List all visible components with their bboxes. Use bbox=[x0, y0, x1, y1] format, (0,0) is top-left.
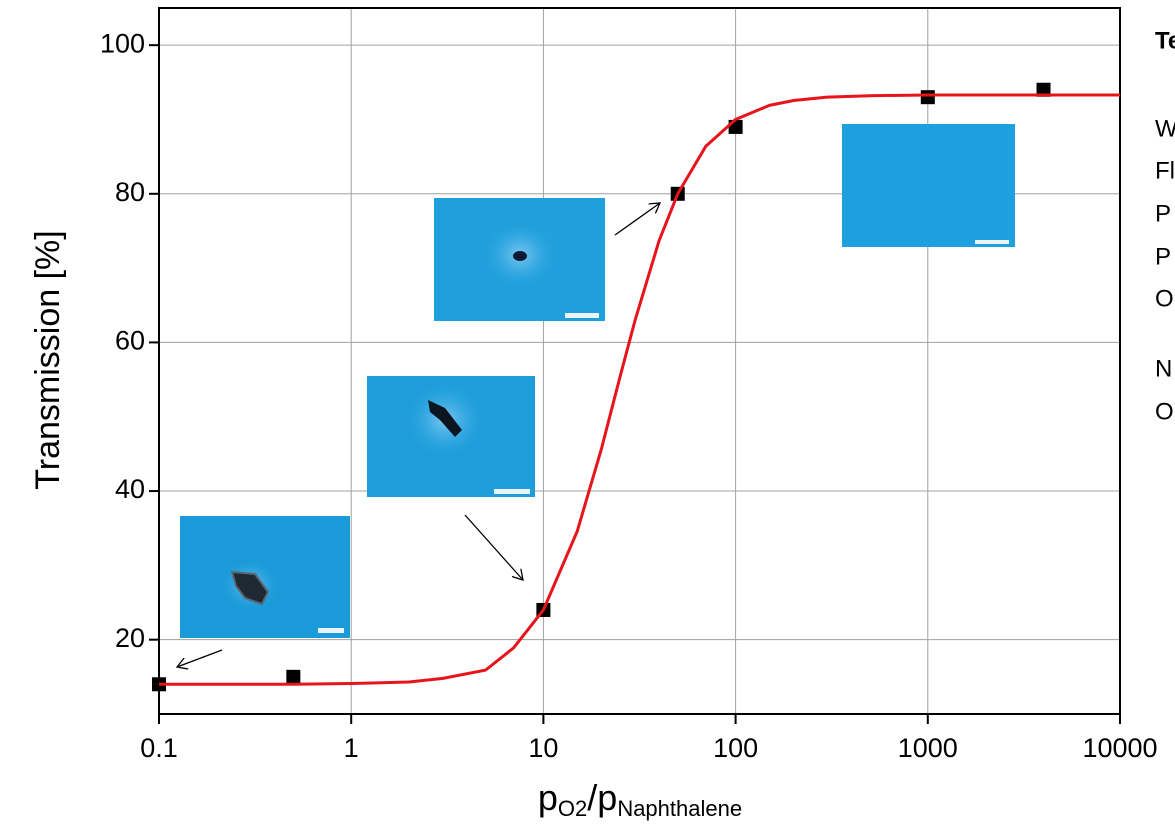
x-tick-label: 10000 bbox=[1082, 733, 1157, 763]
x-tick-label: 1 bbox=[344, 733, 359, 763]
x-label-part: p bbox=[538, 777, 558, 818]
side-text: O bbox=[1155, 285, 1174, 312]
plot-frame bbox=[158, 7, 1121, 715]
x-tick-label: 100 bbox=[713, 733, 758, 763]
side-text: N bbox=[1155, 355, 1172, 382]
arrow bbox=[464, 514, 523, 580]
x-label-sub: Naphthalene bbox=[617, 796, 742, 821]
scale-bar bbox=[565, 313, 599, 318]
data-point bbox=[1036, 82, 1051, 97]
y-tick-label: 40 bbox=[115, 474, 145, 504]
x-axis-label: pO2/pNaphthalene bbox=[538, 777, 742, 821]
y-tick-label: 60 bbox=[115, 326, 145, 356]
y-tick-label: 20 bbox=[115, 623, 145, 653]
inset-spot bbox=[230, 570, 270, 606]
data-point bbox=[920, 90, 935, 105]
x-label-sub: O2 bbox=[558, 796, 587, 821]
scale-bar bbox=[975, 240, 1009, 244]
arrows bbox=[177, 203, 660, 667]
data-point bbox=[286, 669, 301, 684]
fit-line bbox=[159, 93, 1120, 686]
side-text: P bbox=[1155, 200, 1171, 227]
scale-bar bbox=[494, 489, 530, 494]
inset-image bbox=[842, 124, 1015, 247]
side-title: Te bbox=[1155, 27, 1175, 54]
arrow bbox=[177, 649, 223, 667]
side-text: W bbox=[1155, 115, 1175, 142]
x-tick-label: 0.1 bbox=[140, 733, 178, 763]
scale-bar bbox=[318, 628, 344, 633]
x-tick-label: 10 bbox=[528, 733, 558, 763]
y-tick-label: 80 bbox=[115, 177, 145, 207]
inset-spot bbox=[428, 400, 462, 437]
inset-spot bbox=[513, 251, 527, 261]
x-label-part: /p bbox=[587, 777, 617, 818]
inset-images bbox=[180, 124, 1015, 638]
side-text: O bbox=[1155, 398, 1174, 425]
y-tick-label: 100 bbox=[100, 28, 145, 58]
y-axis-label: Transmission [%] bbox=[29, 230, 67, 489]
side-text: P bbox=[1155, 243, 1171, 270]
side-text: Fl bbox=[1155, 157, 1175, 184]
x-tick-label: 1000 bbox=[898, 733, 958, 763]
arrow bbox=[614, 203, 660, 236]
